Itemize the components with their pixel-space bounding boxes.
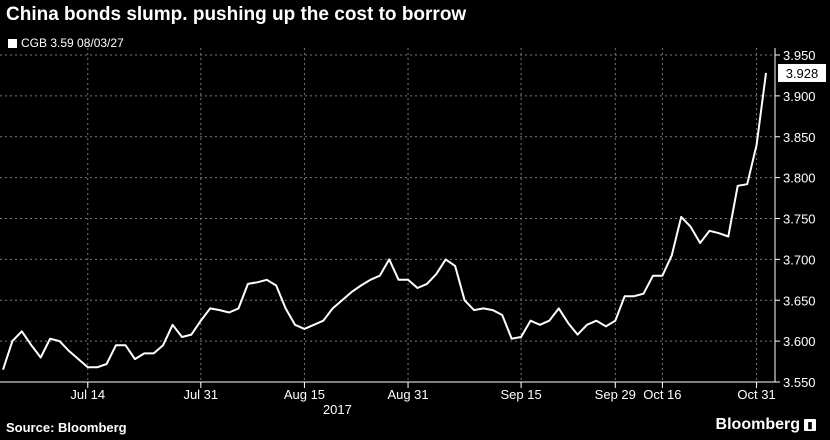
y-tick-label: 3.900 <box>783 89 816 104</box>
x-tick-label: Jul 31 <box>183 387 218 402</box>
y-tick-label: 3.700 <box>783 252 816 267</box>
x-tick-label: Aug 15 <box>284 387 325 402</box>
brand-name: Bloomberg <box>715 416 800 433</box>
x-tick-label: Sep 29 <box>595 387 636 402</box>
x-tick-label: Jul 14 <box>70 387 105 402</box>
y-tick-label: 3.600 <box>783 334 816 349</box>
last-value-label: 3.928 <box>786 66 819 81</box>
x-year-label: 2017 <box>323 402 352 417</box>
chart-title: China bonds slump. pushing up the cost t… <box>6 4 467 25</box>
y-tick-label: 3.750 <box>783 212 816 227</box>
last-value-box <box>778 63 826 82</box>
legend-swatch <box>8 38 17 48</box>
brand-logo: Bloomberg ▮ <box>716 416 816 434</box>
x-tick-label: Oct 31 <box>737 387 775 402</box>
legend: CGB 3.59 08/03/27 <box>8 36 124 50</box>
y-tick-label: 3.950 <box>783 48 816 63</box>
series-line <box>2 72 767 371</box>
source-note: Source: Bloomberg <box>6 420 127 435</box>
y-tick-label: 3.650 <box>783 293 816 308</box>
tick-labels: 3.550 3.600 3.650 3.700 3.750 3.800 3.850 3.900… <box>70 48 826 417</box>
y-tick-label: 3.550 <box>783 375 816 390</box>
legend-label: CGB 3.59 08/03/27 <box>21 36 124 50</box>
grid-lines <box>0 48 775 386</box>
axes <box>0 48 780 388</box>
y-tick-label: 3.800 <box>783 171 816 186</box>
x-tick-label: Oct 16 <box>643 387 681 402</box>
x-tick-label: Aug 31 <box>387 387 428 402</box>
x-tick-label: Sep 15 <box>500 387 541 402</box>
y-tick-label: 3.850 <box>783 130 816 145</box>
bar-chart-icon: ▮ <box>804 419 816 431</box>
series-lines <box>2 72 767 371</box>
